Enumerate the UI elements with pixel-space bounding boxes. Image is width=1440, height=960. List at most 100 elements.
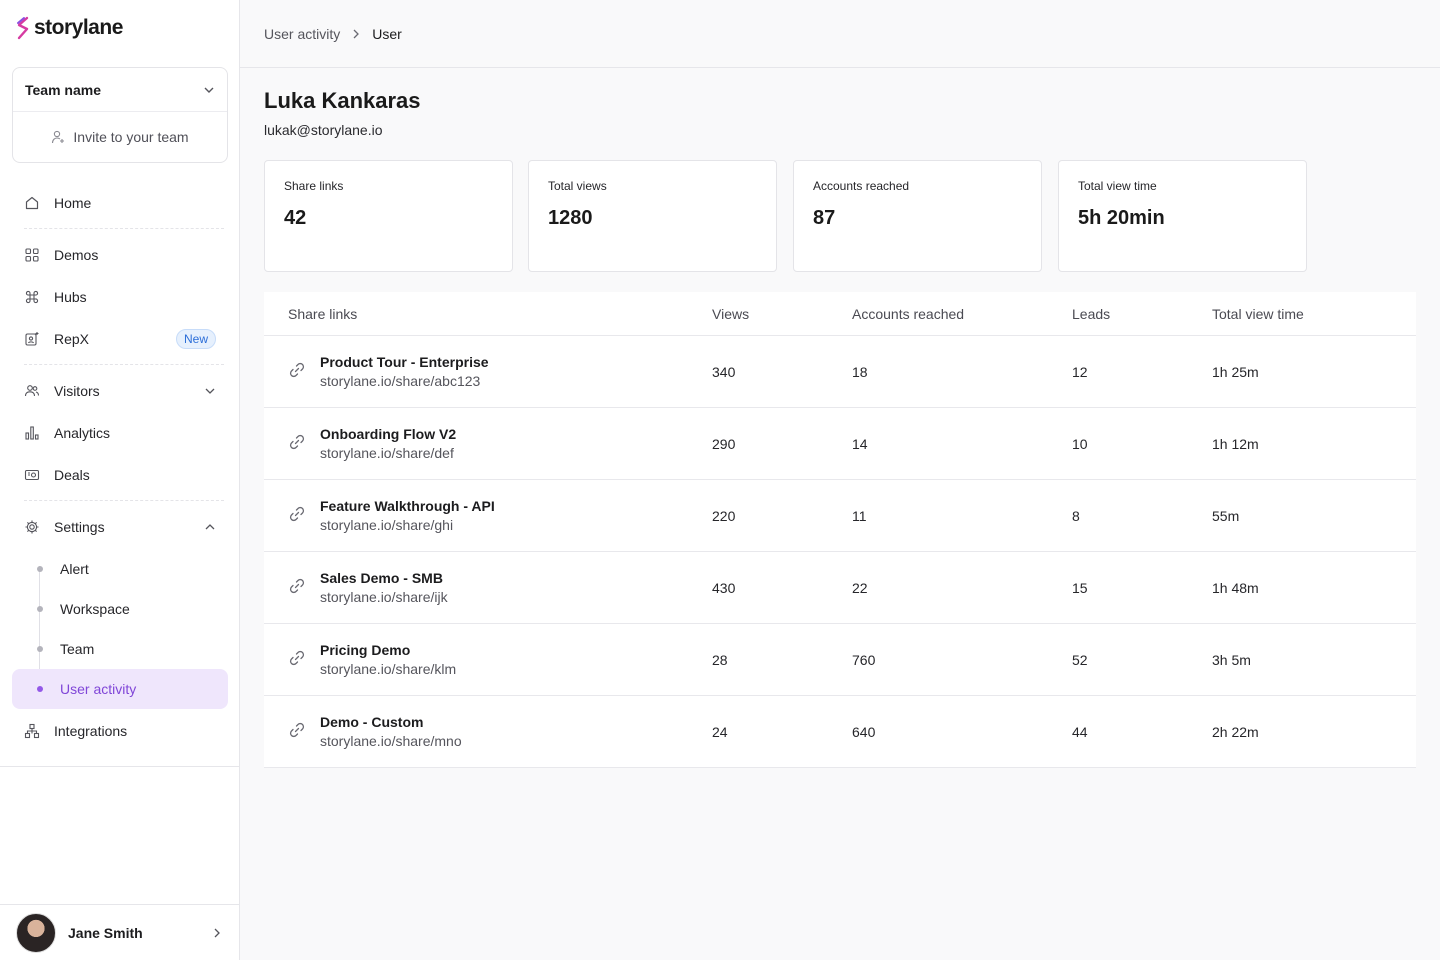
sidebar-item-label: Home bbox=[54, 195, 92, 211]
sidebar-item-demos[interactable]: Demos bbox=[12, 235, 228, 275]
bar-chart-icon bbox=[24, 425, 40, 441]
stat-value: 5h 20min bbox=[1078, 207, 1165, 229]
breadcrumb-link[interactable]: User activity bbox=[264, 25, 341, 42]
team-box: Team name Invite to your team bbox=[12, 67, 228, 163]
logo[interactable]: storylane bbox=[16, 16, 123, 40]
share-link-title[interactable]: Pricing Demo bbox=[320, 642, 411, 658]
user-email: lukak@storylane.io bbox=[264, 122, 383, 138]
sidebar-subitem-label: Team bbox=[60, 641, 95, 657]
view-time-cell: 2h 22m bbox=[1212, 723, 1259, 740]
views-cell: 220 bbox=[712, 507, 736, 524]
table-row[interactable]: Demo - Custom storylane.io/share/mno 24 640… bbox=[264, 696, 1416, 768]
sidebar-item-label: Deals bbox=[54, 467, 90, 483]
share-link-url[interactable]: storylane.io/share/mno bbox=[320, 733, 462, 749]
view-time-cell: 1h 48m bbox=[1212, 579, 1259, 596]
share-link-title[interactable]: Product Tour - Enterprise bbox=[320, 354, 489, 370]
table-row[interactable]: Pricing Demo storylane.io/share/klm 28 760 5… bbox=[264, 624, 1416, 696]
table-row[interactable]: Feature Walkthrough - API storylane.io/sh… bbox=[264, 480, 1416, 552]
user-plus-icon bbox=[52, 130, 65, 144]
sidebar-item-repx[interactable]: RepX New bbox=[12, 319, 228, 359]
sidebar-item-settings[interactable]: Settings bbox=[12, 507, 228, 547]
storylane-logo-icon bbox=[17, 16, 29, 40]
share-link-title[interactable]: Sales Demo - SMB bbox=[320, 570, 443, 586]
avatar bbox=[16, 912, 56, 953]
nav-divider bbox=[24, 500, 224, 501]
nav-divider bbox=[24, 228, 224, 229]
stat-value: 1280 bbox=[548, 207, 593, 229]
share-link-url[interactable]: storylane.io/share/ghi bbox=[320, 517, 454, 533]
sidebar-subitem-team[interactable]: Team bbox=[12, 629, 228, 669]
link-icon bbox=[288, 505, 306, 526]
leads-cell: 15 bbox=[1072, 579, 1088, 596]
sidebar-item-label: RepX bbox=[54, 331, 90, 347]
share-link-title[interactable]: Feature Walkthrough - API bbox=[320, 498, 495, 514]
share-link-info: Pricing Demo storylane.io/share/klm bbox=[320, 642, 456, 677]
bullet-dot bbox=[37, 606, 43, 612]
sidebar-item-analytics[interactable]: Analytics bbox=[12, 413, 228, 453]
sidebar-divider bbox=[0, 766, 239, 767]
stat-value: 42 bbox=[284, 207, 307, 229]
page-title: Luka Kankaras bbox=[264, 88, 421, 113]
sidebar-item-label: Demos bbox=[54, 247, 99, 263]
table-row[interactable]: Product Tour - Enterprise storylane.io/sh… bbox=[264, 336, 1416, 408]
views-cell: 430 bbox=[712, 579, 736, 596]
share-links-table: Share links Views Accounts reached Leads… bbox=[264, 292, 1416, 768]
view-time-cell: 3h 5m bbox=[1212, 651, 1251, 668]
link-icon bbox=[288, 649, 306, 670]
sidebar-item-integrations[interactable]: Integrations bbox=[12, 711, 228, 751]
table-row[interactable]: Sales Demo - SMB storylane.io/share/ijk 43… bbox=[264, 552, 1416, 624]
bullet-dot bbox=[37, 566, 43, 572]
share-link-url[interactable]: storylane.io/share/abc123 bbox=[320, 373, 481, 389]
share-link-cell: Demo - Custom storylane.io/share/mno bbox=[264, 714, 712, 749]
bullet-dot bbox=[37, 686, 43, 692]
bullet-dot bbox=[37, 646, 43, 652]
chevron-right-icon bbox=[353, 29, 360, 38]
share-link-title[interactable]: Onboarding Flow V2 bbox=[320, 426, 457, 442]
sidebar-item-label: Settings bbox=[54, 519, 105, 535]
chevron-right-icon bbox=[214, 928, 220, 937]
accounts-cell: 18 bbox=[852, 363, 868, 380]
leads-cell: 8 bbox=[1072, 507, 1080, 524]
share-link-cell: Onboarding Flow V2 storylane.io/share/def bbox=[264, 426, 712, 461]
breadcrumb: User activity User bbox=[240, 0, 1440, 68]
users-icon bbox=[24, 383, 40, 399]
share-link-info: Demo - Custom storylane.io/share/mno bbox=[320, 714, 462, 749]
sidebar-item-home[interactable]: Home bbox=[12, 183, 228, 223]
share-link-info: Feature Walkthrough - API storylane.io/sh… bbox=[320, 498, 495, 533]
stat-card-share-links: Share links 42 bbox=[264, 160, 513, 272]
sidebar-item-label: Integrations bbox=[54, 723, 128, 739]
share-link-url[interactable]: storylane.io/share/ijk bbox=[320, 589, 448, 605]
chevron-down-icon bbox=[204, 87, 214, 93]
leads-cell: 12 bbox=[1072, 363, 1088, 380]
leads-cell: 44 bbox=[1072, 723, 1088, 740]
sidebar-subitem-workspace[interactable]: Workspace bbox=[12, 589, 228, 629]
table-row[interactable]: Onboarding Flow V2 storylane.io/share/def… bbox=[264, 408, 1416, 480]
share-link-title[interactable]: Demo - Custom bbox=[320, 714, 424, 730]
accounts-cell: 11 bbox=[852, 507, 867, 524]
column-header: Accounts reached bbox=[852, 305, 965, 322]
sidebar-item-hubs[interactable]: Hubs bbox=[12, 277, 228, 317]
team-selector[interactable]: Team name bbox=[13, 68, 227, 112]
sidebar-item-deals[interactable]: Deals bbox=[12, 455, 228, 495]
stat-card-total-views: Total views 1280 bbox=[528, 160, 777, 272]
invite-button[interactable]: Invite to your team bbox=[13, 112, 227, 162]
command-icon bbox=[24, 289, 40, 305]
column-header: Share links bbox=[288, 305, 358, 322]
view-time-cell: 1h 25m bbox=[1212, 363, 1259, 380]
team-name: Team name bbox=[25, 81, 101, 98]
home-icon bbox=[24, 195, 40, 211]
sidebar-item-visitors[interactable]: Visitors bbox=[12, 371, 228, 411]
sidebar-subitem-label: Workspace bbox=[60, 601, 130, 617]
share-link-url[interactable]: storylane.io/share/klm bbox=[320, 661, 457, 677]
share-link-url[interactable]: storylane.io/share/def bbox=[320, 445, 454, 461]
share-link-cell: Product Tour - Enterprise storylane.io/sh… bbox=[264, 354, 712, 389]
link-icon bbox=[288, 433, 306, 454]
column-header: Leads bbox=[1072, 305, 1111, 322]
sidebar-subitem-user-activity[interactable]: User activity bbox=[12, 669, 228, 709]
sidebar-subitem-alert[interactable]: Alert bbox=[12, 549, 228, 589]
accounts-cell: 14 bbox=[852, 435, 868, 452]
share-link-cell: Pricing Demo storylane.io/share/klm bbox=[264, 642, 712, 677]
views-cell: 340 bbox=[712, 363, 736, 380]
user-menu[interactable]: Jane Smith bbox=[0, 904, 239, 960]
stat-card-total-view-time: Total view time 5h 20min bbox=[1058, 160, 1307, 272]
